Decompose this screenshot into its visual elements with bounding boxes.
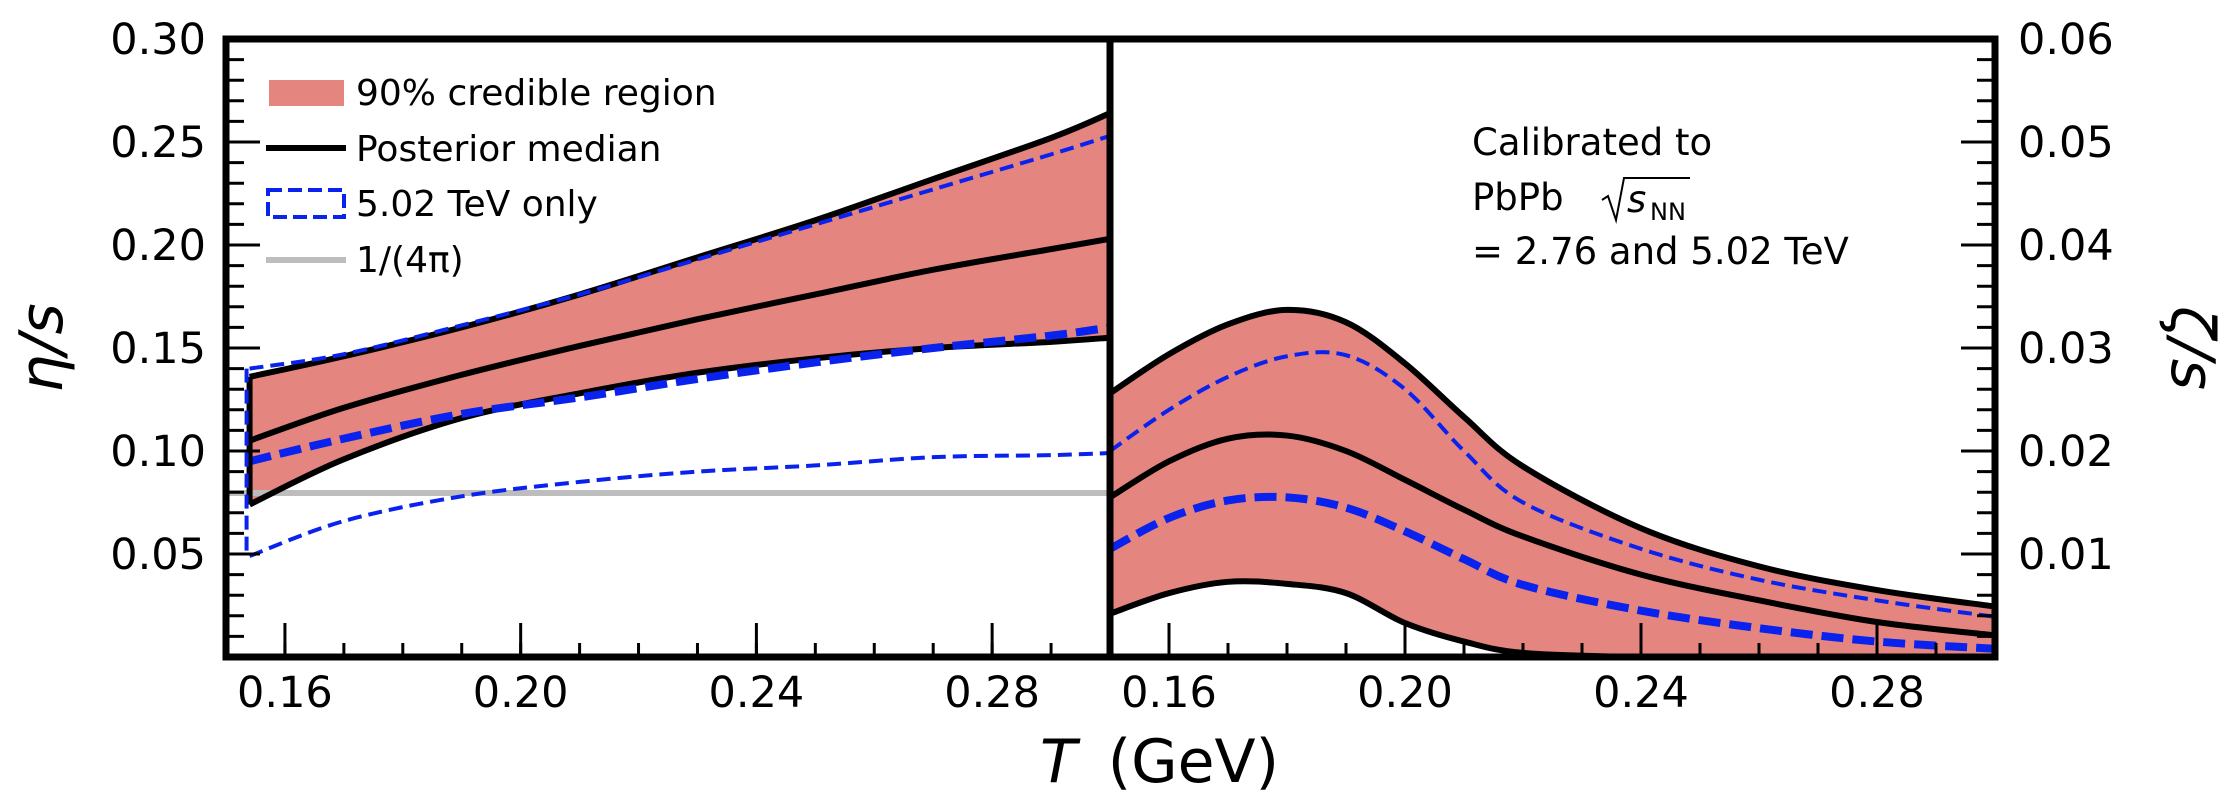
legend-label-credible-region: 90% credible region bbox=[356, 73, 717, 114]
5tev-lower-thick-dashed-line bbox=[248, 323, 1111, 466]
x-tick-label: 0.16 bbox=[1121, 668, 1217, 718]
legend-label-5tev: 5.02 TeV only bbox=[356, 184, 598, 225]
calibration-annotation: Calibrated to PbPb s NN = 2.76 and 5.02 … bbox=[1472, 121, 1849, 273]
y-right-tick-label: 0.06 bbox=[2018, 15, 2114, 65]
x-tick-label: 0.28 bbox=[1829, 668, 1925, 718]
y-axis-title-right: ζ/s bbox=[2157, 305, 2227, 390]
y-right-tick-label: 0.04 bbox=[2018, 221, 2114, 271]
x-tick-label: 0.24 bbox=[709, 668, 805, 718]
annotation-s: s bbox=[1627, 178, 1646, 221]
y-left-tick-label: 0.10 bbox=[110, 427, 206, 477]
axis-ticks: 0.16 0.20 0.24 0.28 0.16 0.20 0.24 0.28 0.05 0.10… bbox=[110, 15, 2114, 718]
x-tick-label: 0.20 bbox=[473, 668, 569, 718]
annotation-line-2: PbPb bbox=[1472, 176, 1564, 219]
x-axis-title-var: T bbox=[1040, 727, 1081, 797]
5tev-upper-dashed-line bbox=[249, 133, 1111, 371]
x-tick-label: 0.28 bbox=[944, 668, 1040, 718]
credible-upper-line bbox=[1108, 306, 1996, 610]
right-panel-zeta-over-s bbox=[1108, 306, 1996, 661]
legend-swatch-credible-region bbox=[269, 80, 344, 106]
x-tick-label: 0.16 bbox=[237, 668, 333, 718]
posterior-median-line bbox=[1108, 431, 1996, 639]
y-right-tick-label: 0.02 bbox=[2018, 427, 2114, 477]
posterior-median-line bbox=[248, 235, 1111, 444]
legend-label-median: Posterior median bbox=[356, 129, 662, 170]
credible-region-band bbox=[249, 113, 1110, 505]
5tev-lower-thick-dashed-line bbox=[1108, 492, 1996, 653]
sqrt-symbol bbox=[1601, 177, 1690, 224]
annotation-line-3: = 2.76 and 5.02 TeV bbox=[1472, 230, 1849, 273]
5tev-upper-dashed-line bbox=[1108, 350, 1996, 619]
x-axis-title: T (GeV) bbox=[1040, 727, 1279, 797]
annotation-nn: NN bbox=[1650, 198, 1686, 226]
5tev-lower-thin-dashed-line bbox=[248, 451, 1111, 558]
x-tick-label: 0.20 bbox=[1357, 668, 1453, 718]
y-left-tick-label: 0.15 bbox=[110, 324, 206, 374]
annotation-line-1: Calibrated to bbox=[1472, 121, 1712, 164]
y-left-tick-label: 0.30 bbox=[110, 15, 206, 65]
y-axis-title-left: η/s bbox=[7, 303, 77, 393]
legend: 90% credible region Posterior median 5.0… bbox=[266, 73, 717, 281]
y-left-tick-label: 0.20 bbox=[110, 221, 206, 271]
legend-label-reference: 1/(4π) bbox=[356, 240, 464, 281]
annotation-pbpb: PbPb bbox=[1472, 176, 1564, 219]
legend-swatch-5tev bbox=[266, 188, 346, 219]
x-tick-label: 0.24 bbox=[1593, 668, 1689, 718]
y-right-tick-label: 0.03 bbox=[2018, 324, 2114, 374]
y-left-tick-label: 0.05 bbox=[110, 530, 206, 580]
left-panel-eta-over-s bbox=[226, 110, 1112, 558]
y-right-tick-label: 0.05 bbox=[2018, 118, 2114, 168]
y-left-tick-label: 0.25 bbox=[110, 118, 206, 168]
x-axis-title-unit: (GeV) bbox=[1108, 727, 1279, 797]
y-right-tick-label: 0.01 bbox=[2018, 530, 2114, 580]
